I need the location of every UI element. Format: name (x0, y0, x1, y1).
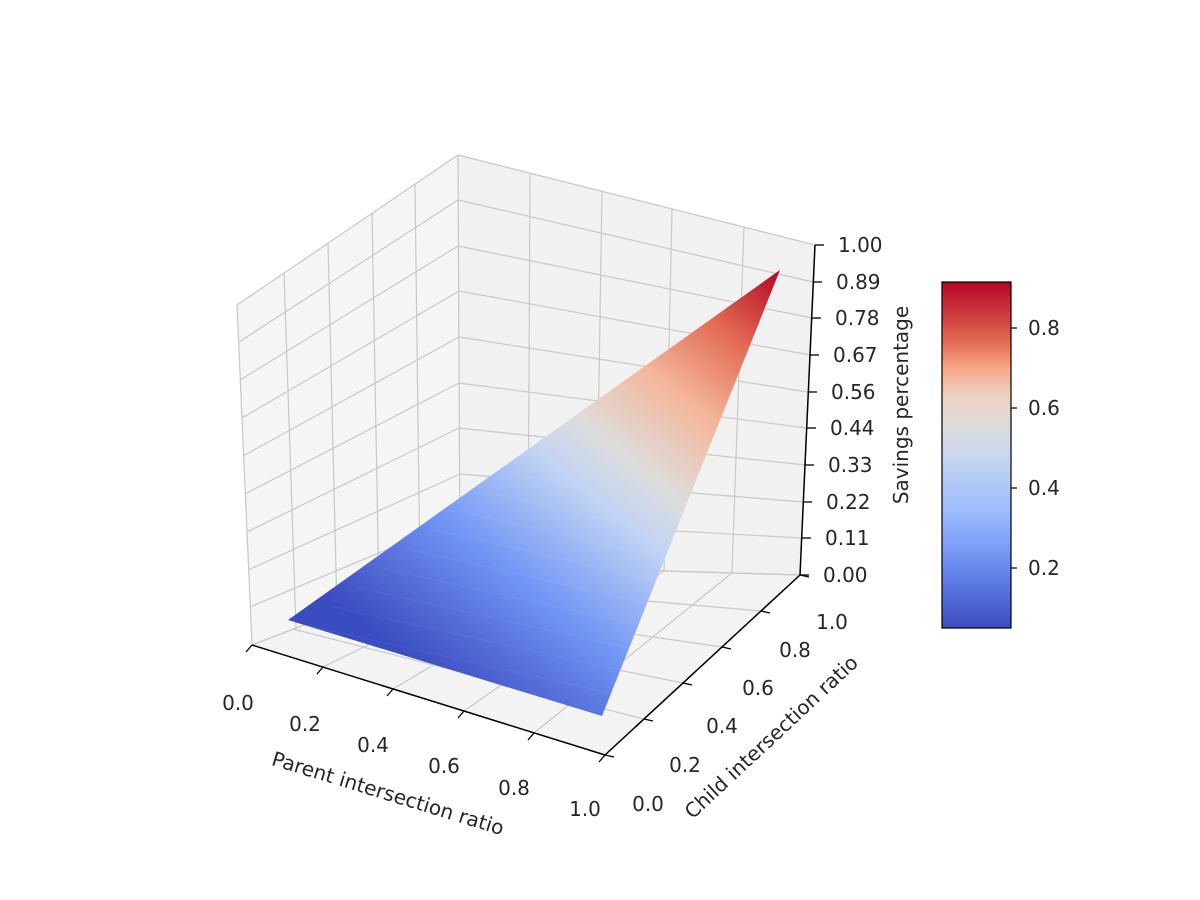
y-tick-label: 0.8 (779, 638, 811, 662)
x-tick-label: 0.6 (428, 754, 460, 778)
z-tick-labels: 1.00 0.89 0.78 0.67 0.56 0.44 0.33 0.22 … (823, 233, 883, 587)
colorbar-tick-label: 0.6 (1028, 396, 1060, 420)
x-tick-label: 1.0 (569, 797, 601, 821)
z-tick-label: 0.44 (830, 416, 875, 440)
colorbar-tick-label: 0.8 (1028, 316, 1060, 340)
x-tick-labels: 0.0 0.2 0.4 0.6 0.8 1.0 (222, 691, 601, 821)
z-tick-label: 0.00 (823, 563, 868, 587)
z-tick-label: 1.00 (838, 233, 883, 257)
surface (288, 270, 780, 716)
colorbar-gradient (941, 281, 1012, 629)
colorbar: 0.2 0.4 0.6 0.8 (941, 281, 1060, 629)
z-tick-label: 0.22 (826, 490, 871, 514)
x-tick-label: 0.4 (357, 733, 389, 757)
z-tick-label: 0.78 (835, 306, 880, 330)
x-axis-line (251, 644, 606, 756)
z-tick-label: 0.11 (825, 526, 870, 550)
x-tick-label: 0.2 (289, 712, 321, 736)
z-tick-label: 0.56 (831, 380, 876, 404)
axis-lines (251, 244, 816, 756)
z-axis-line (799, 244, 816, 576)
tick-marks (245, 244, 824, 763)
y-tick-labels: 0.0 0.2 0.4 0.6 0.8 1.0 (632, 610, 848, 816)
savings-surface (288, 270, 780, 716)
y-tick-label: 0.0 (632, 792, 664, 816)
x-axis-label: Parent intersection ratio (269, 747, 507, 841)
x-tick-label: 0.8 (498, 776, 530, 800)
colorbar-tick-label: 0.2 (1028, 556, 1060, 580)
y-tick-label: 1.0 (816, 610, 848, 634)
y-tick-label: 0.6 (742, 676, 774, 700)
z-tick-label: 0.89 (836, 270, 881, 294)
z-tick-label: 0.67 (833, 343, 878, 367)
x-tick-label: 0.0 (222, 691, 254, 715)
y-tick-label: 0.2 (669, 753, 701, 777)
y-tick-label: 0.4 (706, 714, 738, 738)
z-tick-label: 0.33 (828, 453, 873, 477)
z-axis-label: Savings percentage (889, 306, 913, 504)
y-axis-line (604, 574, 801, 756)
colorbar-tick-label: 0.4 (1028, 476, 1060, 500)
